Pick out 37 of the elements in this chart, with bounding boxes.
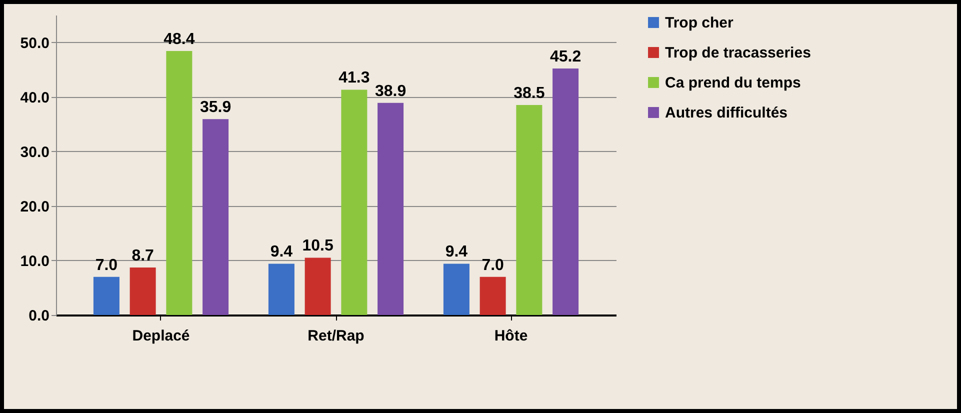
bar <box>516 105 542 315</box>
data-label: 38.5 <box>514 85 545 102</box>
bar <box>93 276 120 315</box>
data-label: 35.9 <box>200 99 232 116</box>
data-label: 7.0 <box>482 256 504 274</box>
bar <box>341 90 368 315</box>
bar <box>268 264 294 315</box>
bar <box>552 68 579 315</box>
data-label: 41.3 <box>338 70 370 87</box>
data-label: 48.4 <box>164 31 195 48</box>
bar <box>202 119 229 315</box>
bar <box>480 276 506 315</box>
y-tick-label: 50.0 <box>20 34 50 52</box>
x-tick-label: Ret/Rap <box>308 328 364 344</box>
data-label: 10.5 <box>302 238 334 255</box>
bar <box>130 268 156 315</box>
data-label: 9.4 <box>270 244 293 261</box>
legend-label: Autres difficultés <box>665 104 788 122</box>
y-tick-label: 40.0 <box>20 89 50 106</box>
bar <box>443 264 470 315</box>
data-label: 7.0 <box>95 256 118 274</box>
y-tick-label: 30.0 <box>20 144 50 161</box>
bar <box>166 51 192 315</box>
legend-label: Ca prend du temps <box>665 74 801 92</box>
x-tick-label: Hôte <box>494 328 528 344</box>
data-label: 45.2 <box>550 48 582 66</box>
y-tick-label: 10.0 <box>20 252 50 270</box>
data-label: 8.7 <box>132 248 154 265</box>
bar <box>378 102 404 315</box>
x-tick-label: Deplacé <box>132 328 190 344</box>
legend-label: Trop de tracasseries <box>665 44 811 62</box>
data-label: 9.4 <box>445 244 468 261</box>
data-label: 38.9 <box>374 82 406 100</box>
bar <box>304 258 331 315</box>
y-tick-label: 0.0 <box>28 308 50 324</box>
legend-label: Trop cher <box>665 14 734 32</box>
y-tick-label: 20.0 <box>20 198 50 216</box>
